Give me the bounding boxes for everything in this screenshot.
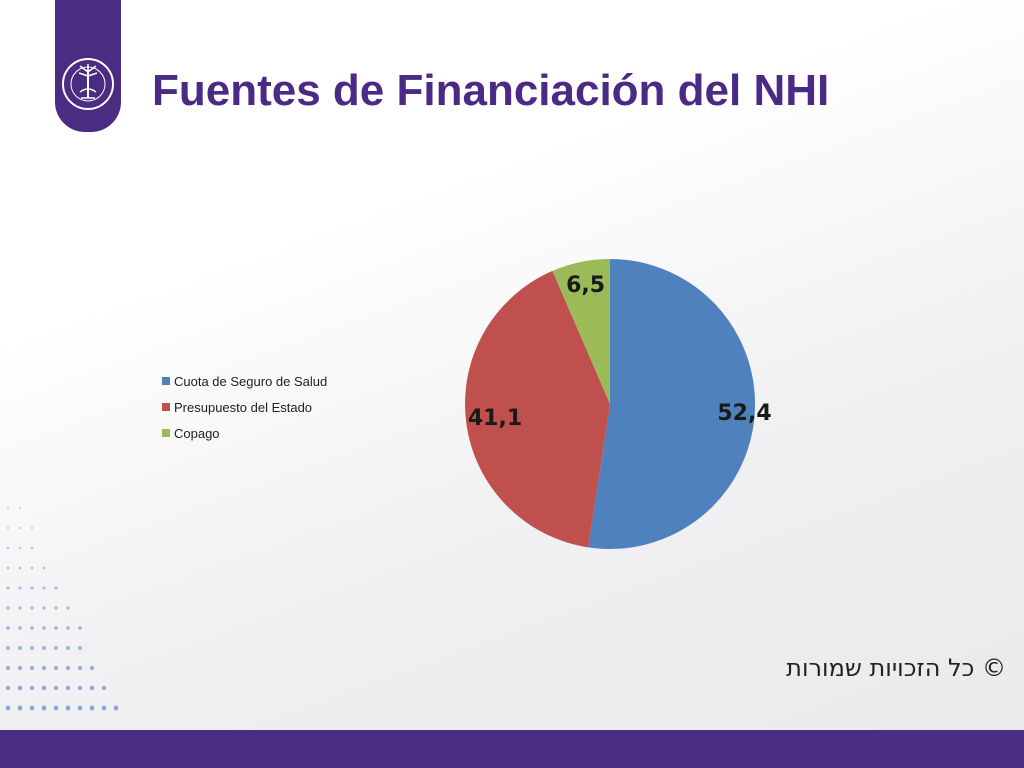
- decorative-dot: [18, 586, 22, 590]
- data-label-presupuesto: 41,1: [468, 406, 522, 431]
- decorative-dot: [6, 586, 10, 590]
- decorative-dot: [54, 626, 58, 630]
- decorative-dot: [6, 646, 10, 650]
- decorative-dot: [66, 626, 70, 630]
- decorative-dot: [29, 685, 35, 691]
- decorative-dot: [53, 705, 59, 711]
- decorative-dot: [6, 566, 10, 570]
- decorative-dot: [18, 526, 22, 530]
- decorative-dot: [66, 646, 70, 650]
- decorative-dot: [41, 685, 47, 691]
- decorative-dot: [7, 487, 9, 489]
- decorative-dot: [5, 705, 11, 711]
- decorative-dot: [53, 685, 59, 691]
- decorative-dot: [78, 626, 82, 630]
- decorative-dot: [30, 546, 34, 550]
- decorative-dot: [17, 685, 23, 691]
- decorative-dot: [18, 566, 22, 570]
- copyright-notice: © כל הזכויות שמורות: [786, 654, 1006, 682]
- decorative-dot: [6, 546, 10, 550]
- decorative-dot: [18, 606, 22, 610]
- decorative-dot: [78, 646, 82, 650]
- decorative-dot: [54, 606, 58, 610]
- decorative-dot: [5, 665, 11, 671]
- decorative-dot: [42, 646, 46, 650]
- slide-title: Fuentes de Financiación del NHI: [152, 66, 830, 115]
- decorative-dot: [65, 665, 71, 671]
- decorative-dot: [18, 626, 22, 630]
- decorative-dot: [18, 646, 22, 650]
- legend-item-copago: Copago: [162, 420, 327, 446]
- decorative-dot: [6, 606, 10, 610]
- data-label-copago: 6,5: [566, 273, 605, 298]
- decorative-dot-pattern: [5, 487, 119, 711]
- decorative-dot: [65, 685, 71, 691]
- decorative-dot: [6, 506, 10, 510]
- israeli-medical-association-logo: [55, 0, 121, 132]
- decorative-dot: [113, 705, 119, 711]
- legend-swatch-presupuesto: [162, 403, 170, 411]
- decorative-dot: [89, 665, 95, 671]
- decorative-dot: [77, 705, 83, 711]
- legend-label-presupuesto: Presupuesto del Estado: [174, 399, 313, 415]
- decorative-dot: [101, 705, 107, 711]
- decorative-dot: [89, 685, 95, 691]
- decorative-dot: [42, 566, 46, 570]
- decorative-dot: [5, 685, 11, 691]
- decorative-dot: [66, 606, 70, 610]
- decorative-dot: [54, 586, 58, 590]
- slice-copago: [552, 259, 610, 404]
- decorative-dot: [18, 506, 22, 510]
- decorative-dot: [101, 685, 107, 691]
- decorative-dot: [41, 665, 47, 671]
- legend-item-cuota: Cuota de Seguro de Salud: [162, 368, 327, 394]
- slice-cuota: [588, 259, 756, 549]
- decorative-dot: [30, 566, 34, 570]
- decorative-dot: [17, 705, 23, 711]
- decorative-dot: [42, 586, 46, 590]
- legend-label-cuota: Cuota de Seguro de Salud: [174, 373, 328, 389]
- pie-chart: 52,4 41,1 6,5: [465, 259, 772, 549]
- decorative-dot: [17, 665, 23, 671]
- chart-legend: Cuota de Seguro de Salud Presupuesto del…: [162, 368, 327, 446]
- decorative-dot: [77, 665, 83, 671]
- decorative-dot: [18, 546, 22, 550]
- decorative-dot: [30, 646, 34, 650]
- decorative-dot: [29, 705, 35, 711]
- decorative-dot: [77, 685, 83, 691]
- data-label-cuota: 52,4: [717, 401, 771, 426]
- decorative-dot: [30, 586, 34, 590]
- decorative-dot: [30, 606, 34, 610]
- decorative-dot: [65, 705, 71, 711]
- decorative-dot: [30, 526, 34, 530]
- legend-swatch-copago: [162, 429, 170, 437]
- decorative-dot: [42, 626, 46, 630]
- legend-item-presupuesto: Presupuesto del Estado: [162, 394, 327, 420]
- decorative-dot: [6, 526, 10, 530]
- decorative-dot: [42, 606, 46, 610]
- decorative-dot: [54, 646, 58, 650]
- decorative-dot: [89, 705, 95, 711]
- legend-label-copago: Copago: [174, 425, 220, 441]
- decorative-dot: [6, 626, 10, 630]
- slice-presupuesto: [465, 270, 610, 548]
- decorative-dot: [53, 665, 59, 671]
- footer-bar: [0, 730, 1024, 768]
- legend-swatch-cuota: [162, 377, 170, 385]
- decorative-dot: [41, 705, 47, 711]
- decorative-dot: [29, 665, 35, 671]
- decorative-dot: [30, 626, 34, 630]
